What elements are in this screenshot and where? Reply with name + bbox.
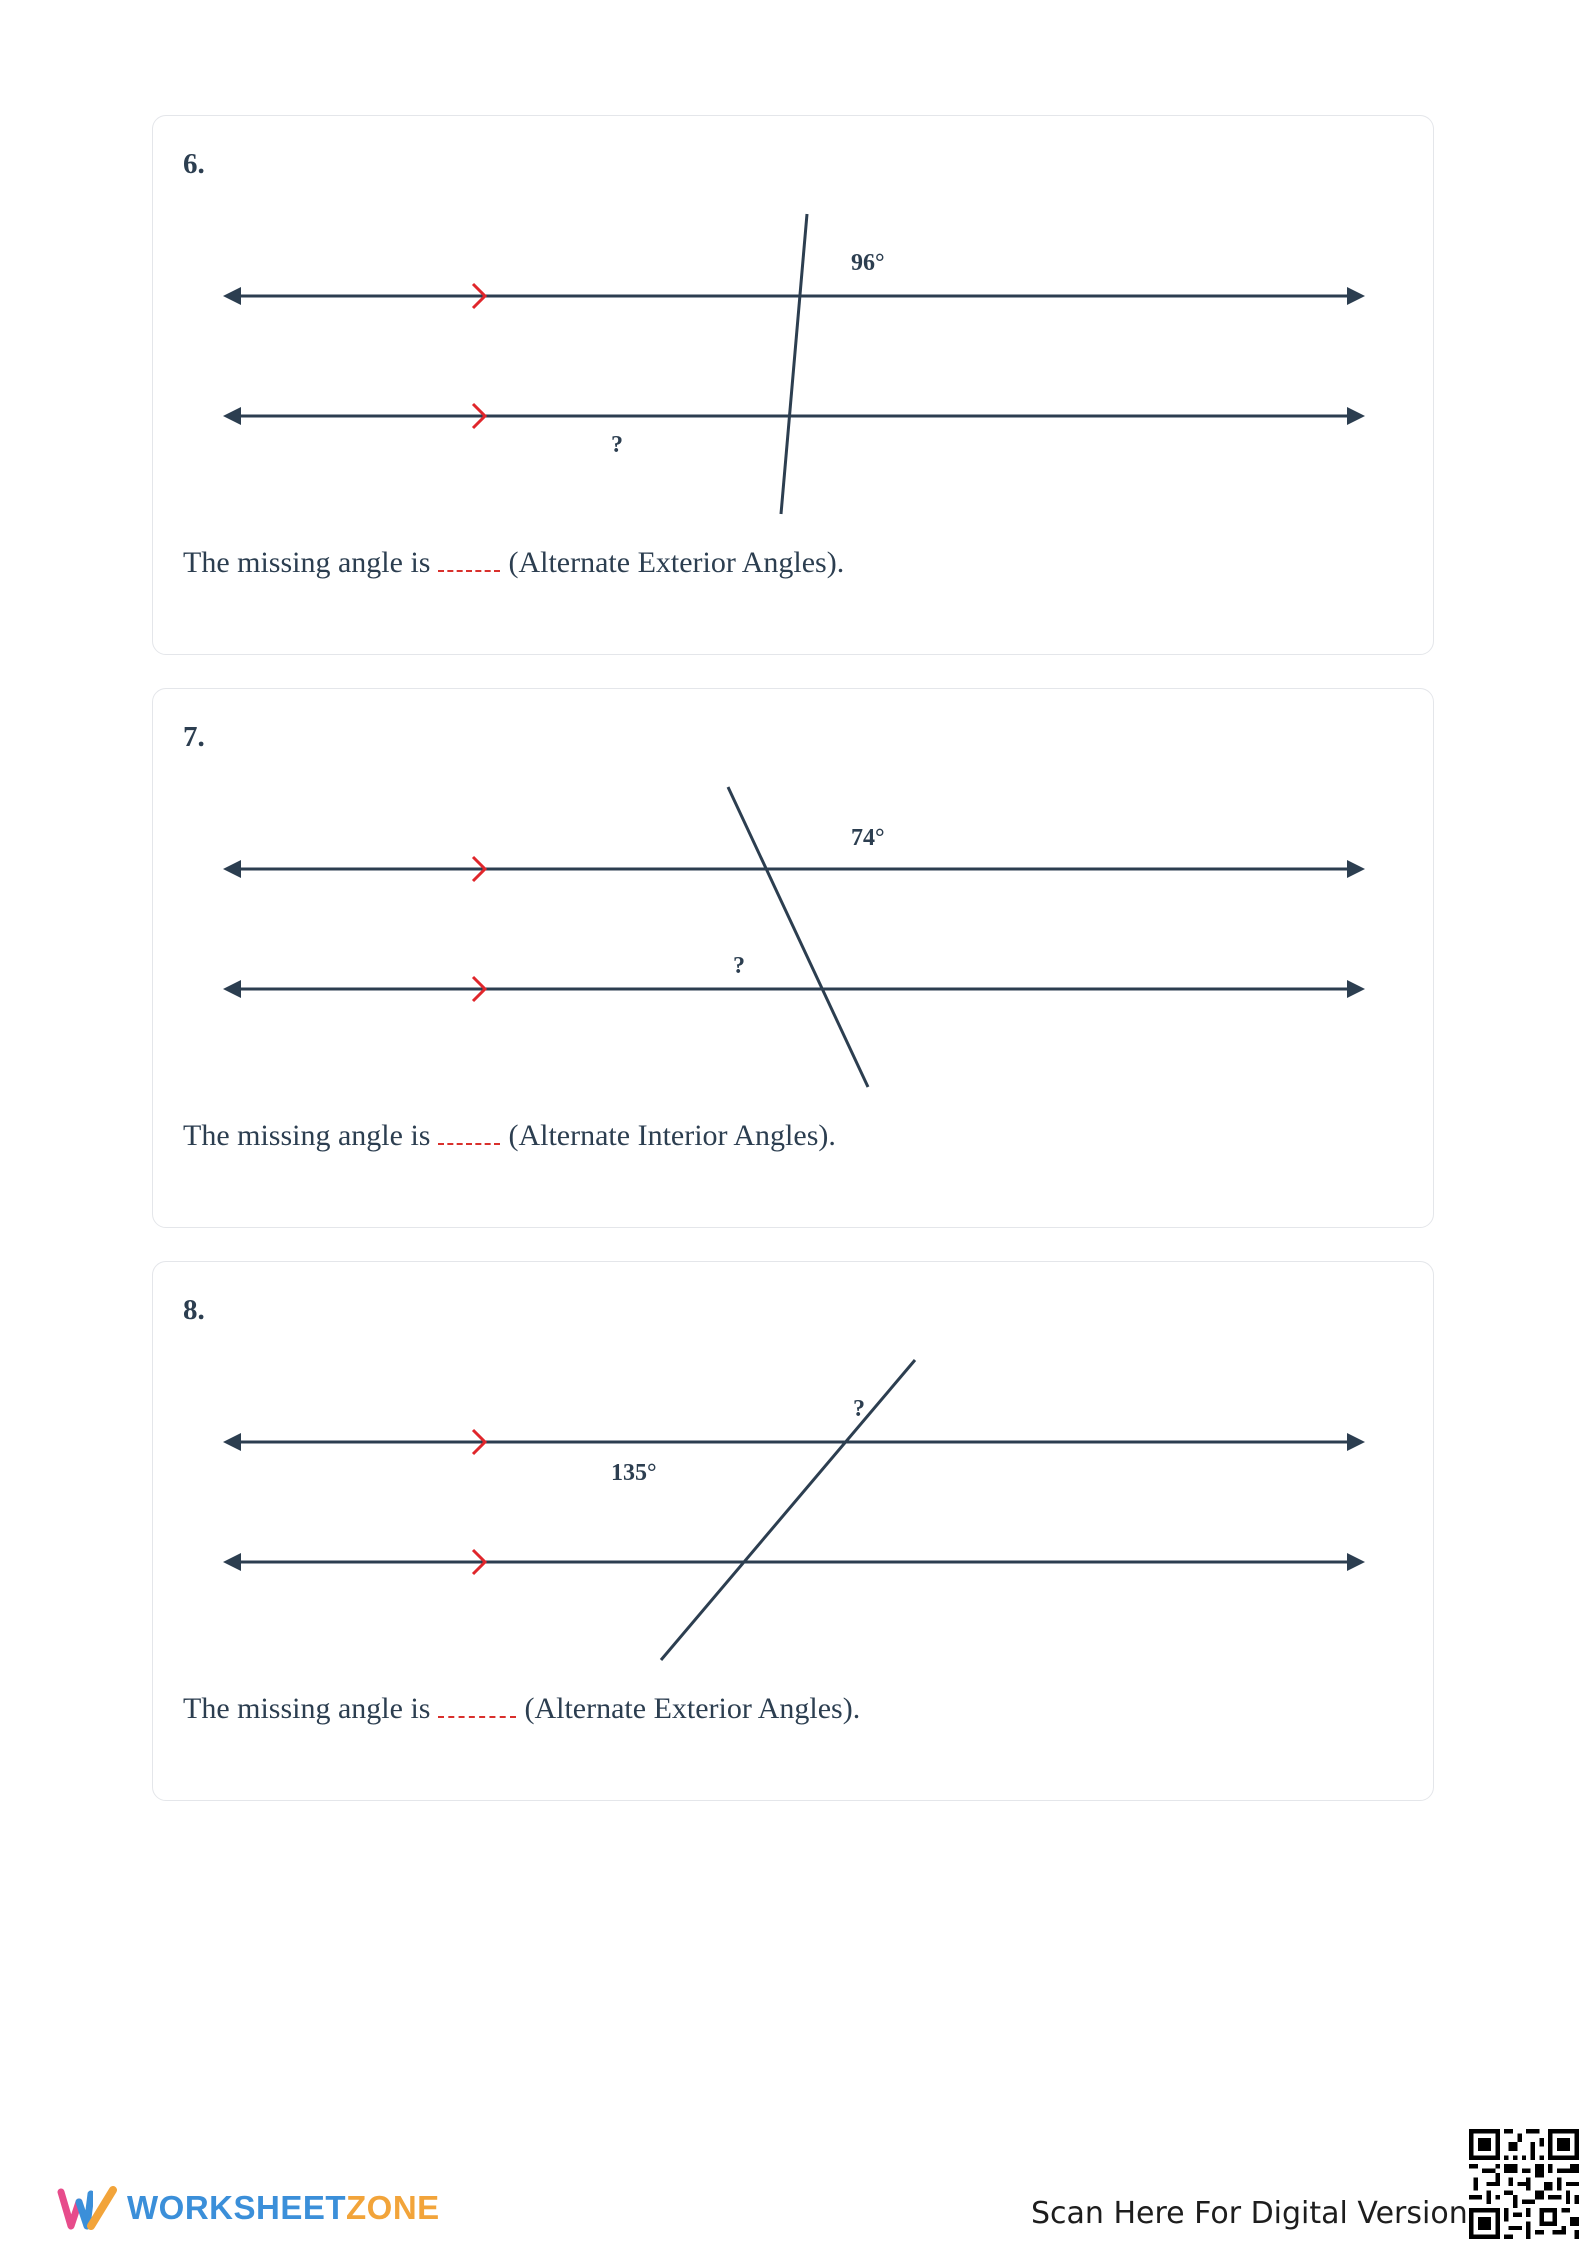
- unknown-angle-label: ?: [611, 432, 623, 458]
- arrowhead-right-icon: [1347, 1553, 1365, 1571]
- given-angle-label: 135°: [611, 1460, 657, 1486]
- arrowhead-left-icon: [223, 287, 241, 305]
- arrowhead-right-icon: [1347, 1433, 1365, 1451]
- sentence-prefix: The missing angle is: [183, 546, 431, 579]
- sentence-suffix: (Alternate Exterior Angles).: [524, 1692, 861, 1725]
- parallel-marker-icon: [471, 855, 488, 883]
- parallel-marker-icon: [471, 1548, 488, 1576]
- parallel-marker-icon: [471, 1428, 488, 1456]
- sentence-prefix: The missing angle is: [183, 1119, 431, 1152]
- question-number: 8.: [183, 1294, 205, 1326]
- answer-blank[interactable]: [438, 1692, 517, 1718]
- given-angle-label: 96°: [851, 250, 885, 276]
- answer-blank[interactable]: [438, 546, 501, 572]
- parallel-lines-diagram: 135° ?: [223, 1359, 1365, 1661]
- parallel-lines-diagram: 96° ?: [223, 213, 1365, 515]
- question-card-8: 135° ? 8. The missing angle is (Alternate…: [152, 1261, 1434, 1801]
- parallel-marker-icon: [471, 282, 488, 310]
- arrowhead-left-icon: [223, 1553, 241, 1571]
- qr-code-icon[interactable]: [1469, 2129, 1579, 2239]
- given-angle-label: 74°: [851, 825, 885, 851]
- unknown-angle-label: ?: [853, 1396, 865, 1422]
- arrowhead-left-icon: [223, 1433, 241, 1451]
- arrowhead-right-icon: [1347, 287, 1365, 305]
- parallel-lines-diagram: 74° ?: [223, 786, 1365, 1088]
- answer-sentence: The missing angle is (Alternate Exterior …: [183, 1692, 860, 1726]
- question-card-6: 96° ? 6. The missing angle is (Alternate …: [152, 115, 1434, 655]
- arrowhead-right-icon: [1347, 980, 1365, 998]
- logo-wordmark: WORKSHEETZONE: [127, 2189, 440, 2226]
- answer-blank[interactable]: [438, 1119, 501, 1145]
- arrowhead-left-icon: [223, 407, 241, 425]
- arrowhead-left-icon: [223, 980, 241, 998]
- transversal-line: [659, 1359, 917, 1661]
- arrowhead-right-icon: [1347, 860, 1365, 878]
- arrowhead-left-icon: [223, 860, 241, 878]
- arrowhead-right-icon: [1347, 407, 1365, 425]
- scan-caption: Scan Here For Digital Version: [1031, 2196, 1468, 2231]
- transversal-line: [779, 213, 809, 515]
- sentence-suffix: (Alternate Interior Angles).: [508, 1119, 836, 1152]
- parallel-marker-icon: [471, 975, 488, 1003]
- unknown-angle-label: ?: [733, 953, 745, 979]
- answer-sentence: The missing angle is (Alternate Interior …: [183, 1119, 836, 1153]
- question-card-7: 74° ? 7. The missing angle is (Alternate …: [152, 688, 1434, 1228]
- question-number: 7.: [183, 721, 205, 753]
- transversal-line: [726, 786, 870, 1088]
- worksheetzone-logo[interactable]: WORKSHEETZONE: [57, 2182, 440, 2234]
- sentence-suffix: (Alternate Exterior Angles).: [508, 546, 845, 579]
- question-number: 6.: [183, 148, 205, 180]
- answer-sentence: The missing angle is (Alternate Exterior …: [183, 546, 844, 580]
- parallel-marker-icon: [471, 402, 488, 430]
- logo-mark-right-icon: [87, 2186, 117, 2230]
- sentence-prefix: The missing angle is: [183, 1692, 431, 1725]
